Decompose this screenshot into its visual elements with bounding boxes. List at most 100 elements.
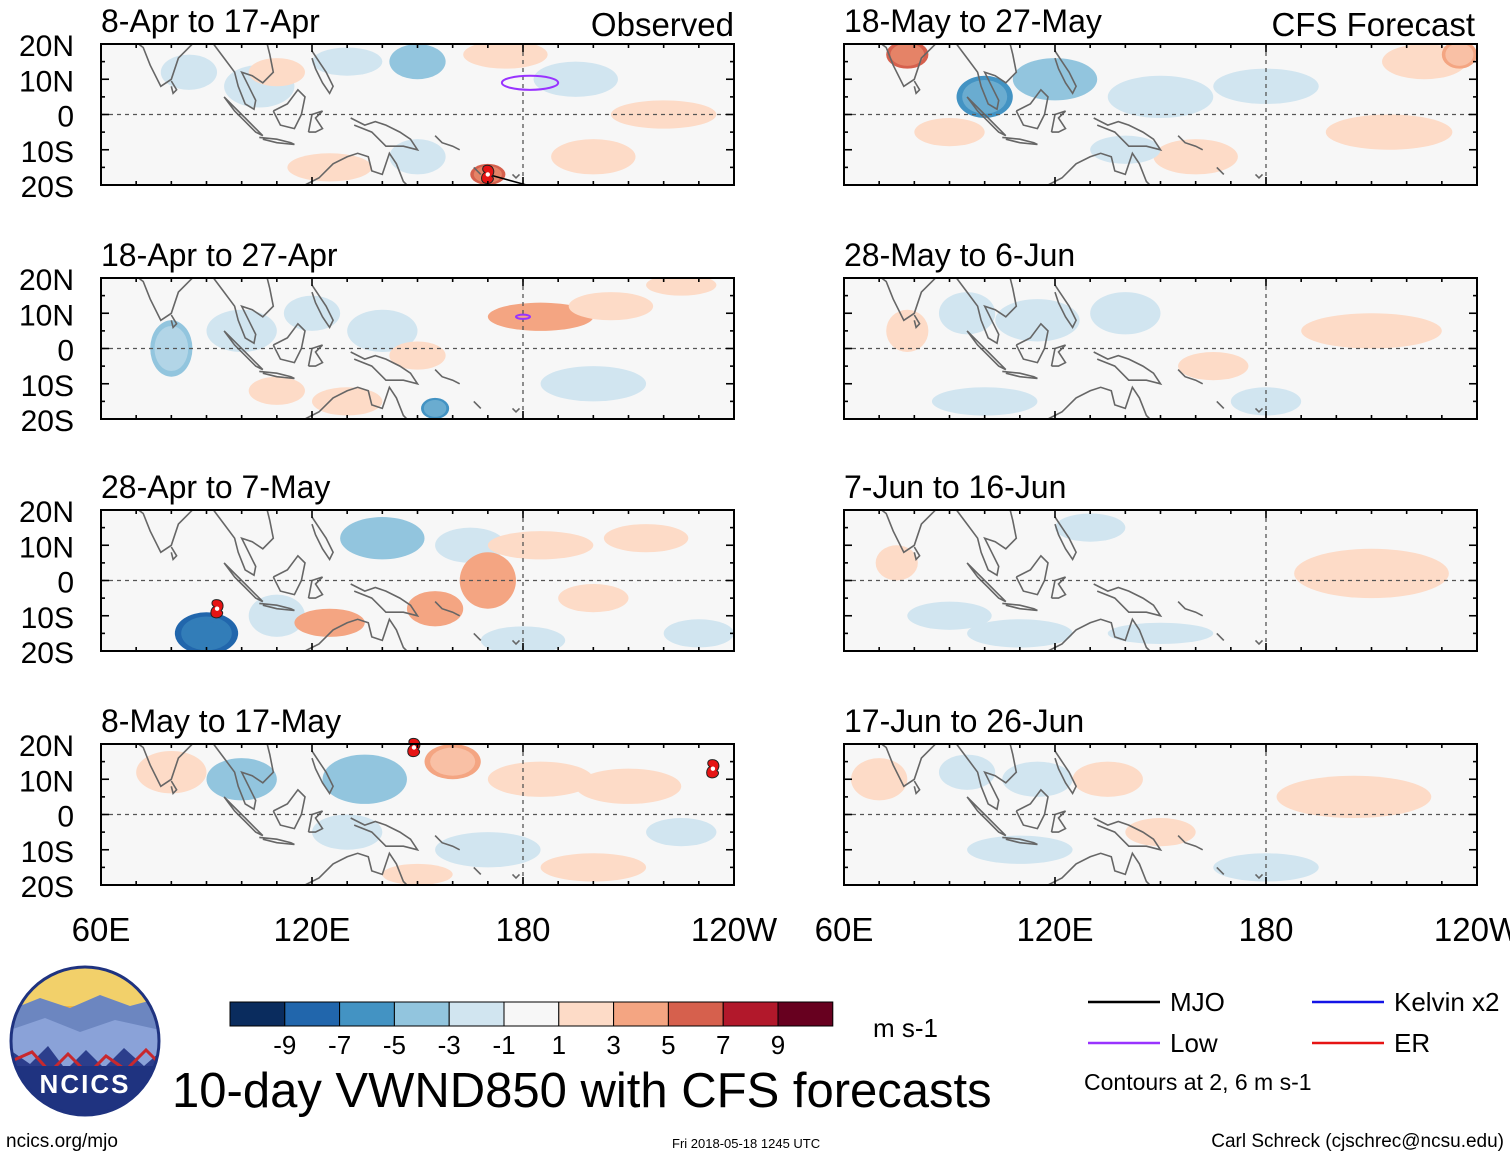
- panel-fcst2: 28-May to 6-Jun: [843, 237, 1478, 420]
- colorbar-label: -1: [492, 1030, 515, 1060]
- anomaly-blob: [160, 54, 218, 90]
- coast-vanuatu: [1216, 866, 1225, 875]
- anomaly-blob: [1107, 75, 1214, 119]
- anomaly-blob: [907, 601, 992, 630]
- storm-eye: [214, 606, 220, 611]
- coast-java: [259, 136, 295, 146]
- coast-sri-lanka: [170, 314, 178, 329]
- coast-philippines: [1054, 750, 1077, 795]
- shading-layer: [150, 278, 717, 419]
- anomaly-blob: [663, 619, 734, 648]
- colorbar-label: -5: [383, 1030, 406, 1060]
- anomaly-blob: [1125, 818, 1196, 847]
- mjo-track: [487, 173, 530, 185]
- logo-text: NCICS: [40, 1069, 131, 1099]
- logo-ring: [9, 965, 161, 1117]
- coast-india: [137, 510, 194, 554]
- coast-philippines: [311, 516, 334, 561]
- anomaly-blob: [487, 761, 594, 797]
- anomaly-blob: [1294, 548, 1449, 599]
- legend-label: Low: [1170, 1028, 1218, 1058]
- anomaly-blob: [435, 832, 541, 868]
- anomaly-blob: [1301, 313, 1442, 349]
- tick-marks: [843, 277, 1478, 420]
- anomaly-blob: [851, 758, 908, 801]
- anomaly-blob: [540, 853, 647, 882]
- tick-marks: [100, 277, 735, 420]
- y-tick-label: 20N: [19, 264, 74, 297]
- coast-fiji: [511, 639, 521, 646]
- colorbar-label: 3: [606, 1030, 620, 1060]
- coast-australia: [303, 617, 409, 651]
- anomaly-halo: [154, 325, 189, 372]
- tick-marks: [100, 43, 735, 186]
- anomaly-blob: [540, 366, 647, 402]
- legend-label: Kelvin x2: [1394, 987, 1500, 1017]
- credit: Carl Schreck (cjschrec@ncsu.edu): [1211, 1131, 1504, 1152]
- shading-layer: [886, 44, 1477, 175]
- panel-title: 18-May to 27-May: [844, 3, 1102, 39]
- anomaly-blob: [347, 309, 418, 353]
- colorbar-label: 7: [716, 1030, 730, 1060]
- coast-fiji: [511, 407, 521, 414]
- panel-fcst1: 18-May to 27-May: [843, 3, 1478, 186]
- y-tick-label: 20S: [21, 871, 74, 904]
- y-tick-label: 10N: [19, 531, 74, 564]
- coast-java: [1002, 370, 1038, 380]
- anomaly-blob: [487, 302, 594, 331]
- coast-borneo: [1015, 554, 1049, 596]
- anomaly-blob: [568, 292, 654, 321]
- anomaly-blob: [995, 299, 1080, 342]
- anomaly-blob: [382, 863, 453, 885]
- source-url[interactable]: ncics.org/mjo: [6, 1131, 118, 1152]
- anomaly-blob: [938, 292, 996, 335]
- coast-india: [880, 278, 937, 322]
- y-tick-label: 10N: [19, 299, 74, 332]
- anomaly-blob: [389, 44, 446, 80]
- coast-vanuatu: [473, 632, 482, 641]
- colorbar-swatch: [448, 1001, 505, 1027]
- colorbar-label: -9: [273, 1030, 296, 1060]
- anomaly-halo: [423, 399, 447, 417]
- ncics-logo: NCICS: [9, 965, 161, 1117]
- tick-marks: [100, 509, 735, 652]
- panel-fcst3: 7-Jun to 16-Jun: [843, 469, 1478, 652]
- coast-new-guinea: [1093, 351, 1163, 386]
- coast-indochina: [955, 744, 1018, 811]
- shading-layer: [886, 292, 1442, 416]
- x-tick-label: 120E: [1016, 911, 1093, 948]
- y-tick-label: 0: [57, 101, 74, 134]
- coast-borneo: [1015, 788, 1049, 830]
- coast-indochina: [212, 510, 275, 577]
- anomaly-blob: [646, 818, 717, 847]
- coast-indochina: [955, 510, 1018, 577]
- anomaly-blob: [1055, 513, 1126, 542]
- anomaly-blob: [248, 594, 305, 637]
- coast-indochina: [212, 744, 275, 811]
- timestamp: Fri 2018-05-18 1245 UTC: [672, 1136, 821, 1151]
- coast-sri-lanka: [913, 546, 921, 561]
- colorbar: -9 -7 -5 -3 -1 1 3 5 7 9: [229, 1001, 834, 1060]
- y-tick-label: 20N: [19, 496, 74, 529]
- storm-icon: [210, 599, 224, 619]
- colorbar-swatch: [339, 1001, 395, 1027]
- x-tick-label: 120E: [273, 911, 350, 948]
- coast-india: [880, 510, 937, 554]
- panel-fcst4: 17-Jun to 26-Jun 60E 120E 180 120W: [815, 703, 1510, 948]
- y-tick-label: 20N: [19, 30, 74, 63]
- anomaly-blob: [463, 44, 548, 69]
- colorbar-swatch: [284, 1001, 341, 1027]
- coast-java: [259, 836, 295, 846]
- contour-note: Contours at 2, 6 m s-1: [1084, 1069, 1312, 1095]
- coast-sri-lanka: [913, 314, 921, 329]
- x-tick-label: 60E: [815, 911, 874, 948]
- anomaly-blob: [967, 835, 1073, 864]
- anomaly-blob: [312, 387, 383, 416]
- y-tick-label: 20S: [21, 637, 74, 670]
- contour-low: [514, 313, 532, 320]
- coast-philippines: [1054, 516, 1077, 561]
- logo-sun: [11, 967, 159, 1006]
- coast-australia: [1046, 851, 1152, 885]
- colorbar-label: -7: [328, 1030, 351, 1060]
